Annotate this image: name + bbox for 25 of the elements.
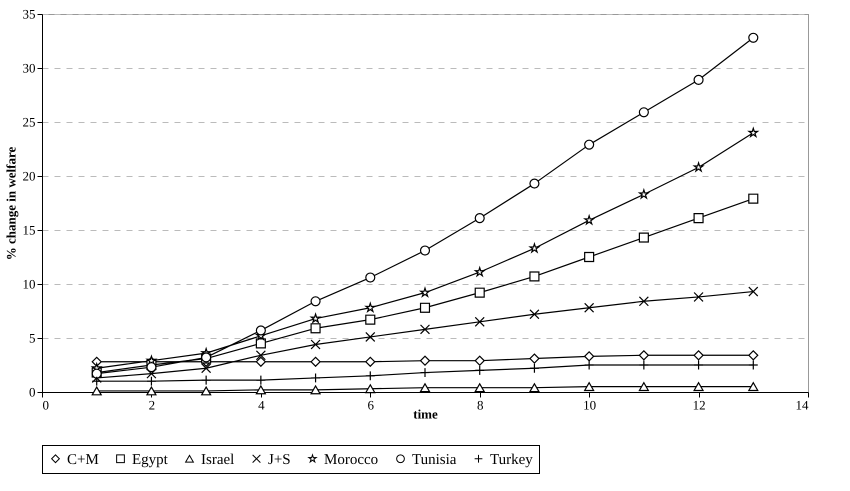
legend-label: J+S [268, 452, 291, 468]
legend-label: Israel [201, 452, 234, 468]
y-tick-label: 30 [22, 60, 36, 76]
x-tick-label: 10 [583, 398, 596, 412]
y-tick-label: 15 [22, 222, 36, 238]
legend-label: Tunisia [412, 452, 457, 468]
y-tick-label: 25 [22, 114, 36, 130]
x-tick-label: 2 [148, 398, 156, 412]
x-tick-label: 0 [42, 398, 49, 412]
y-tick-label: 20 [22, 168, 36, 184]
legend-label: C+M [67, 452, 99, 468]
legend-label: Turkey [490, 452, 534, 468]
y-axis-title: % change in welfare [4, 146, 18, 260]
y-tick-label: 0 [29, 384, 36, 400]
legend-label: Morocco [324, 452, 378, 468]
x-tick-label: 8 [476, 398, 484, 412]
x-axis-title: time [413, 406, 438, 422]
y-tick-label: 35 [22, 6, 36, 22]
y-tick-label: 5 [29, 330, 36, 346]
x-tick-label: 4 [258, 398, 266, 412]
x-tick-label: 14 [796, 398, 809, 412]
x-tick-label: 6 [368, 398, 375, 412]
legend-label: Egypt [132, 452, 169, 468]
x-tick-label: 12 [692, 398, 706, 412]
y-tick-label: 10 [22, 276, 36, 292]
